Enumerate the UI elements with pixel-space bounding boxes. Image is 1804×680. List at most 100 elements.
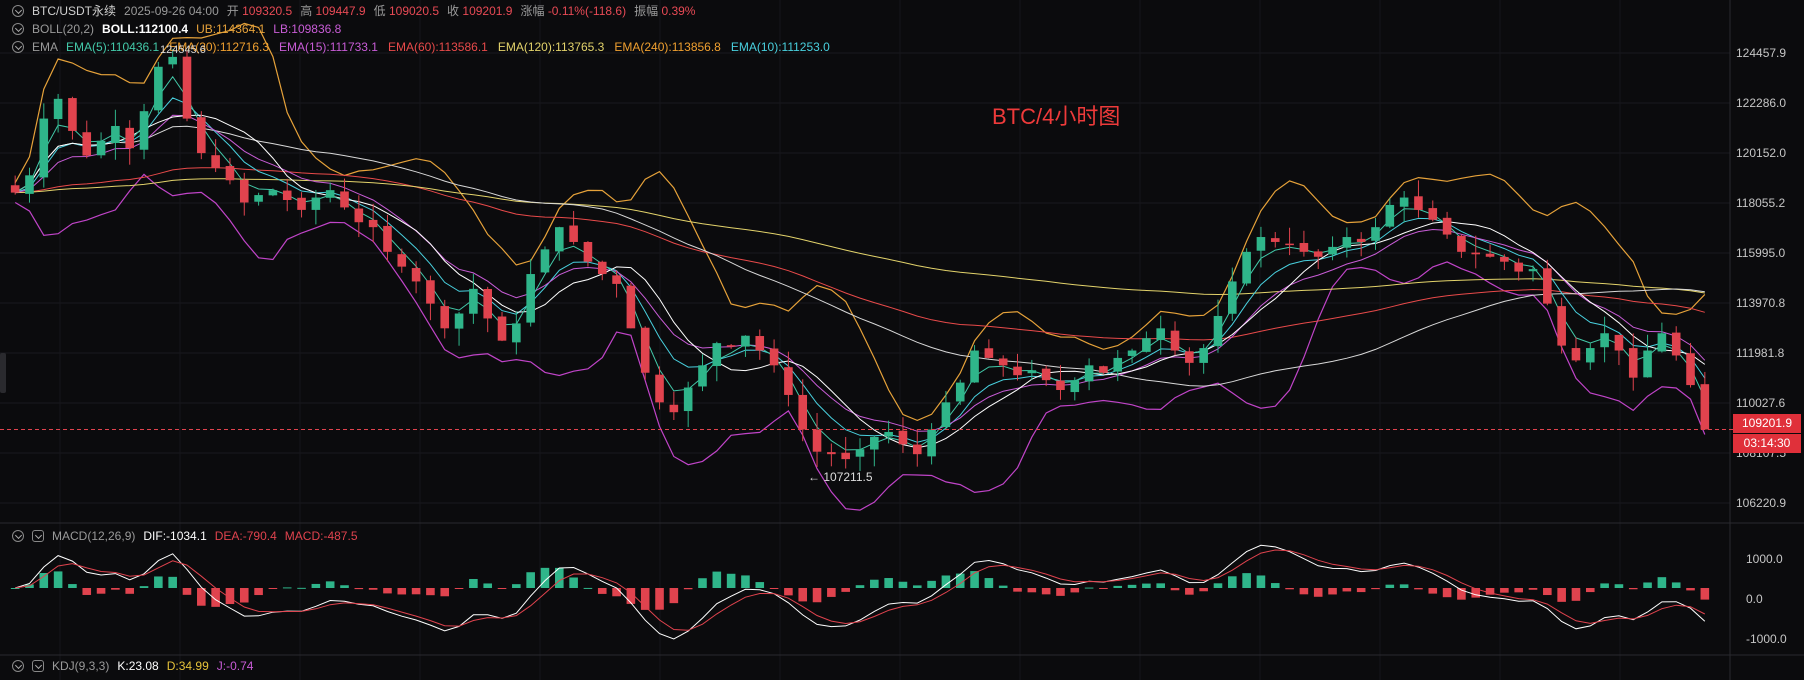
change-value: -0.11%(-118.6) bbox=[547, 4, 627, 18]
candle-body bbox=[469, 288, 478, 314]
bell-icon[interactable] bbox=[32, 660, 44, 672]
candle-body bbox=[1328, 246, 1337, 255]
candle-body bbox=[354, 208, 364, 223]
candle-body bbox=[1371, 227, 1380, 241]
macd-histogram-bar bbox=[870, 579, 879, 588]
macd-histogram-bar bbox=[82, 588, 92, 595]
ema-item-0: EMA(5):110436.1 bbox=[66, 40, 160, 54]
candle-body bbox=[168, 56, 177, 65]
candle-body bbox=[225, 166, 235, 181]
macd-histogram-bar bbox=[712, 571, 722, 588]
macd-histogram-bar bbox=[111, 588, 120, 590]
macd-value: MACD:-487.5 bbox=[284, 529, 358, 543]
macd-histogram-bar bbox=[325, 581, 335, 588]
macd-histogram-bar bbox=[469, 578, 478, 588]
candle-body bbox=[998, 358, 1008, 366]
amp-value: 0.39% bbox=[661, 4, 696, 18]
candle-body bbox=[1614, 334, 1624, 351]
kdj-name: KDJ(9,3,3) bbox=[52, 659, 110, 673]
candle-body bbox=[1657, 333, 1667, 352]
collapse-icon[interactable] bbox=[12, 23, 24, 35]
candle-body bbox=[497, 316, 507, 341]
macd-histogram-bar bbox=[197, 588, 206, 606]
candle-body bbox=[726, 345, 736, 347]
macd-histogram-bar bbox=[440, 588, 450, 597]
boll-legend: BOLL(20,2) BOLL:112100.4 UB:114364.1 LB:… bbox=[12, 22, 341, 36]
macd-histogram-bar bbox=[497, 588, 507, 589]
macd-histogram-bar bbox=[1270, 583, 1280, 588]
ema10-line bbox=[15, 97, 1706, 443]
collapse-icon[interactable] bbox=[12, 5, 24, 17]
candle-body bbox=[1571, 348, 1581, 361]
macd-histogram-bar bbox=[1228, 576, 1237, 588]
macd-histogram-bar bbox=[53, 571, 63, 588]
macd-histogram-bar bbox=[812, 588, 822, 603]
candle-body bbox=[1543, 268, 1552, 304]
candle-body bbox=[1356, 238, 1366, 242]
macd-histogram-bar bbox=[912, 585, 922, 588]
macd-histogram-bar bbox=[698, 578, 707, 588]
candle-body bbox=[397, 254, 407, 267]
macd-histogram-bar bbox=[1070, 588, 1080, 593]
macd-histogram-bar bbox=[1041, 588, 1051, 595]
macd-histogram-bar bbox=[1399, 584, 1409, 588]
candle-body bbox=[1170, 330, 1180, 351]
candle-body bbox=[984, 348, 994, 358]
candle-body bbox=[1041, 368, 1051, 381]
macd-histogram-bar bbox=[998, 585, 1008, 588]
macd-histogram-bar bbox=[1457, 588, 1466, 600]
macd-histogram-bar bbox=[1170, 588, 1180, 591]
kdj-legend: KDJ(9,3,3) K:23.08 D:34.99 J:-0.74 bbox=[12, 659, 253, 673]
macd-histogram-bar bbox=[354, 588, 364, 590]
candle-body bbox=[10, 185, 20, 193]
candle-body bbox=[1442, 217, 1452, 235]
candle-body bbox=[340, 191, 349, 208]
macd-histogram-bar bbox=[1614, 584, 1624, 588]
candle-body bbox=[769, 348, 779, 366]
macd-histogram-bar bbox=[454, 588, 464, 589]
macd-histogram-bar bbox=[1299, 588, 1309, 595]
macd-histogram-bar bbox=[1185, 588, 1194, 595]
collapse-icon[interactable] bbox=[12, 530, 24, 542]
boll-name: BOLL(20,2) bbox=[32, 22, 95, 36]
macd-histogram-bar bbox=[755, 582, 765, 588]
candle-body bbox=[282, 190, 292, 201]
macd-histogram-bar bbox=[1328, 588, 1337, 595]
macd-histogram-bar bbox=[583, 587, 593, 589]
candle-body bbox=[569, 225, 578, 242]
macd-histogram-bar bbox=[626, 588, 636, 604]
macd-histogram-bar bbox=[1514, 588, 1523, 593]
candle-body bbox=[1585, 348, 1595, 363]
macd-histogram-bar bbox=[1213, 583, 1223, 588]
candle-body bbox=[125, 127, 135, 149]
kdj-d: D:34.99 bbox=[166, 659, 209, 673]
ema-items: EMA(5):110436.1 EMA(30):112716.3 EMA(15):1… bbox=[66, 40, 830, 54]
macd-histogram-bar bbox=[1485, 588, 1495, 595]
macd-histogram-bar bbox=[1156, 583, 1166, 588]
candle-body bbox=[111, 125, 120, 144]
candle-body bbox=[1628, 348, 1638, 378]
macd-histogram-bar bbox=[397, 588, 407, 595]
candle-body bbox=[1557, 306, 1566, 346]
macd-histogram-bar bbox=[898, 581, 908, 588]
bell-icon[interactable] bbox=[32, 530, 44, 542]
macd-histogram-bar bbox=[827, 588, 836, 597]
collapse-icon[interactable] bbox=[12, 660, 24, 672]
collapse-icon[interactable] bbox=[12, 41, 24, 53]
macd-histogram-bar bbox=[340, 585, 349, 588]
macd-histogram-bar bbox=[1285, 588, 1294, 590]
ema-item-5: EMA(240):113856.8 bbox=[614, 40, 721, 54]
macd-histogram-bar bbox=[741, 575, 750, 588]
macd-histogram-bar bbox=[955, 573, 965, 588]
ema240-line bbox=[14, 125, 1705, 387]
candle-body bbox=[311, 197, 321, 210]
candle-body bbox=[1528, 269, 1538, 272]
macd-histogram-bar bbox=[1471, 588, 1481, 598]
boll-ub: UB:114364.1 bbox=[196, 22, 266, 36]
candle-body bbox=[1471, 252, 1481, 255]
candle-body bbox=[1013, 366, 1022, 376]
macd-histogram-bar bbox=[39, 572, 49, 588]
kdj-k: K:23.08 bbox=[117, 659, 159, 673]
candle-body bbox=[483, 288, 492, 319]
